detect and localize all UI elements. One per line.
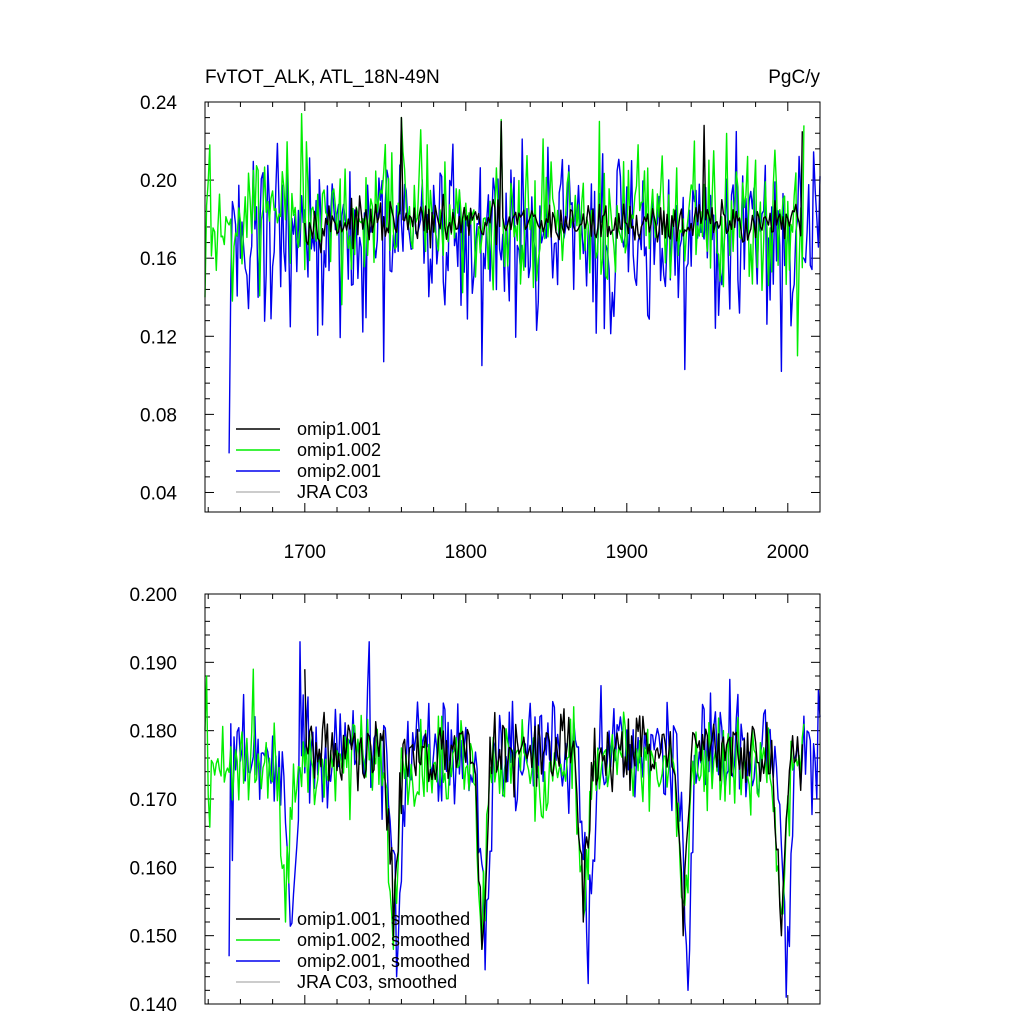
bottom-panel: 0.140 0.150 0.160 0.170 0.180 0.190 0.200 omip… (129, 585, 821, 1016)
top-panel: FvTOT_ALK, ATL_18N-49N PgC/y 0.04 0.08 0.1… (140, 67, 821, 563)
top-panel-title: FvTOT_ALK, ATL_18N-49N (205, 67, 440, 88)
x-tick-label: 1900 (606, 542, 648, 563)
x-tick-label: 2000 (767, 542, 809, 563)
y-tick-label: 0.180 (129, 722, 177, 743)
series-line-omip1_002 (204, 668, 805, 950)
y-tick-label: 0.140 (129, 995, 177, 1016)
top-panel-units: PgC/y (768, 67, 820, 88)
x-tick-label: 1800 (445, 542, 487, 563)
legend-label: JRA C03 (297, 482, 368, 502)
series-line-omip1_001 (304, 669, 803, 950)
bottom-panel-frame (204, 593, 821, 1005)
y-tick-label: 0.190 (129, 653, 177, 674)
legend-label: omip1.002, smoothed (297, 930, 470, 950)
y-tick-label: 0.200 (129, 585, 177, 606)
x-tick-label: 1700 (284, 542, 326, 563)
y-tick-label: 0.24 (140, 93, 177, 114)
y-tick-label: 0.150 (129, 927, 177, 948)
bottom-panel-ticks: 0.140 0.150 0.160 0.170 0.180 0.190 0.200 (129, 585, 821, 1016)
legend-label: omip1.001 (297, 419, 381, 439)
legend-label: JRA C03, smoothed (297, 972, 457, 992)
legend-label: omip1.002 (297, 440, 381, 460)
legend-label: omip1.001, smoothed (297, 909, 470, 929)
y-tick-label: 0.20 (140, 171, 177, 192)
y-tick-label: 0.16 (140, 249, 177, 270)
series-line-omip1_002 (204, 113, 805, 357)
y-tick-label: 0.160 (129, 858, 177, 879)
series-line-omip2_001 (228, 130, 821, 454)
y-tick-label: 0.170 (129, 790, 177, 811)
top-panel-series-lines (204, 113, 821, 454)
series-line-omip1_001 (304, 116, 803, 254)
legend-label: omip2.001, smoothed (297, 951, 470, 971)
top-panel-frame (204, 101, 821, 513)
series-line-omip2_001 (228, 641, 821, 998)
y-tick-label: 0.12 (140, 327, 177, 348)
bottom-panel-series-lines (204, 641, 821, 998)
y-tick-label: 0.04 (140, 483, 177, 504)
top-panel-ticks: 0.04 0.08 0.12 0.16 0.20 0.24 1700 1800 1900 2000 (140, 93, 821, 563)
legend-label: omip2.001 (297, 461, 381, 481)
y-tick-label: 0.08 (140, 405, 177, 426)
